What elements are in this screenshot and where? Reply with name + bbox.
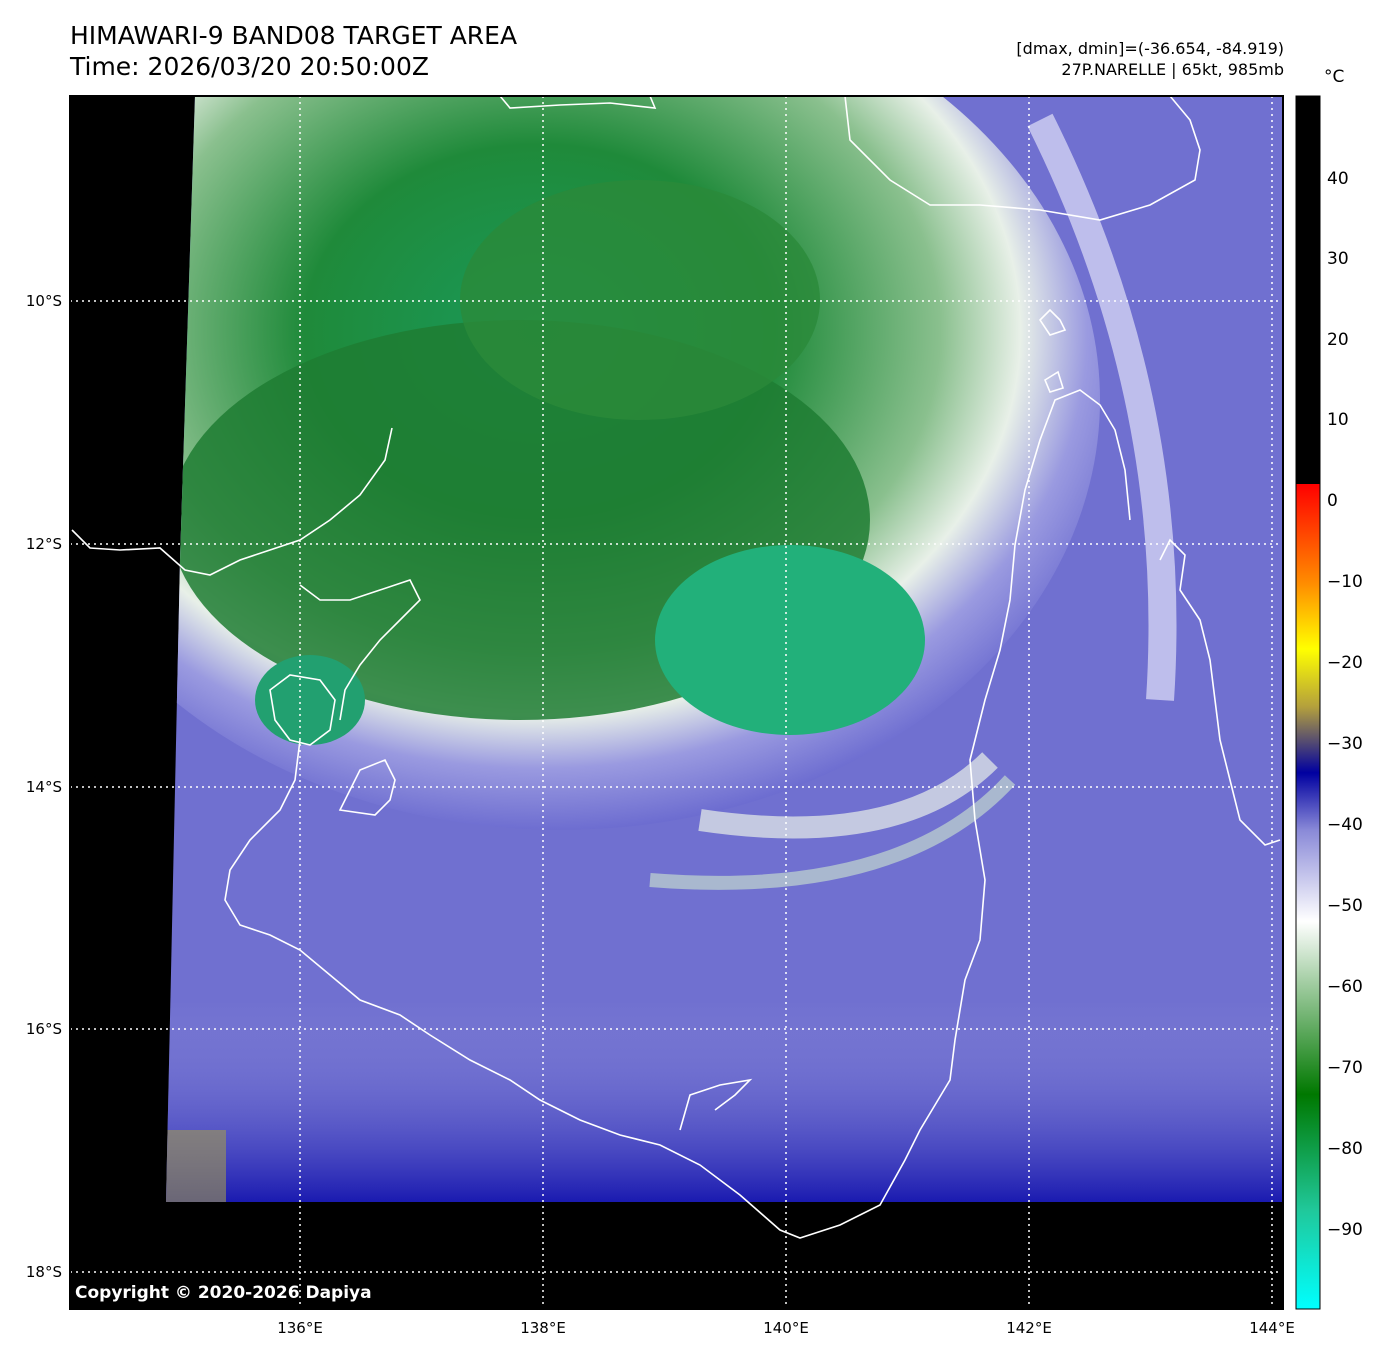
colorbar-warm-segment bbox=[1296, 96, 1320, 484]
lat-label: 14°S bbox=[26, 778, 62, 796]
coastlines bbox=[71, 95, 1281, 1239]
title-block: HIMAWARI-9 BAND08 TARGET AREA Time: 2026… bbox=[70, 20, 517, 82]
colorbar-tick-label: 40 bbox=[1327, 169, 1349, 189]
colorbar-tick-label: −30 bbox=[1327, 734, 1363, 754]
colorbar-frame bbox=[1295, 95, 1321, 1310]
colorbar-tick-label: 30 bbox=[1327, 249, 1349, 269]
lon-label: 140°E bbox=[763, 1319, 809, 1337]
colorbar bbox=[1295, 95, 1321, 1310]
lon-label: 138°E bbox=[520, 1319, 566, 1337]
gridlines bbox=[70, 96, 1283, 1309]
colorbar-tick-label: 0 bbox=[1327, 491, 1338, 511]
copyright-notice: Copyright © 2020-2026 Dapiya bbox=[75, 1283, 372, 1303]
colorbar-tick-label: 20 bbox=[1327, 330, 1349, 350]
temperature-range: [dmax, dmin]=(-36.654, -84.919) bbox=[1016, 39, 1284, 58]
satellite-imagery bbox=[166, 96, 1283, 1202]
colorbar-tick-label: −20 bbox=[1327, 653, 1363, 673]
lat-label: 12°S bbox=[26, 535, 62, 553]
lat-label: 10°S bbox=[26, 292, 62, 310]
meta-block: [dmax, dmin]=(-36.654, -84.919) 27P.NARE… bbox=[1016, 38, 1284, 80]
colorbar-tick-label: −70 bbox=[1327, 1058, 1363, 1078]
lon-label: 142°E bbox=[1006, 1319, 1052, 1337]
colorbar-tick-label: 10 bbox=[1327, 410, 1349, 430]
storm-info: 27P.NARELLE | 65kt, 985mb bbox=[1061, 60, 1284, 79]
lat-label: 16°S bbox=[26, 1020, 62, 1038]
image-time: Time: 2026/03/20 20:50:00Z bbox=[70, 52, 429, 81]
axis-labels: 136°E 138°E 140°E 142°E 144°E 10°S 12°S … bbox=[26, 292, 1295, 1337]
colorbar-tick-label: −90 bbox=[1327, 1220, 1363, 1240]
colorbar-tick-label: −80 bbox=[1327, 1139, 1363, 1159]
colorbar-tick-label: −10 bbox=[1327, 572, 1363, 592]
map-frame bbox=[69, 95, 1284, 1310]
lon-label: 136°E bbox=[277, 1319, 323, 1337]
lat-label: 18°S bbox=[26, 1263, 62, 1281]
lon-label: 144°E bbox=[1249, 1319, 1295, 1337]
colorbar-tick-label: −60 bbox=[1327, 977, 1363, 997]
colorbar-unit: °C bbox=[1324, 67, 1345, 87]
colorbar-cold-segment bbox=[1296, 484, 1320, 1309]
image-title: HIMAWARI-9 BAND08 TARGET AREA bbox=[70, 21, 518, 50]
colorbar-tick-label: −50 bbox=[1327, 896, 1363, 916]
colorbar-tick-label: −40 bbox=[1327, 815, 1363, 835]
